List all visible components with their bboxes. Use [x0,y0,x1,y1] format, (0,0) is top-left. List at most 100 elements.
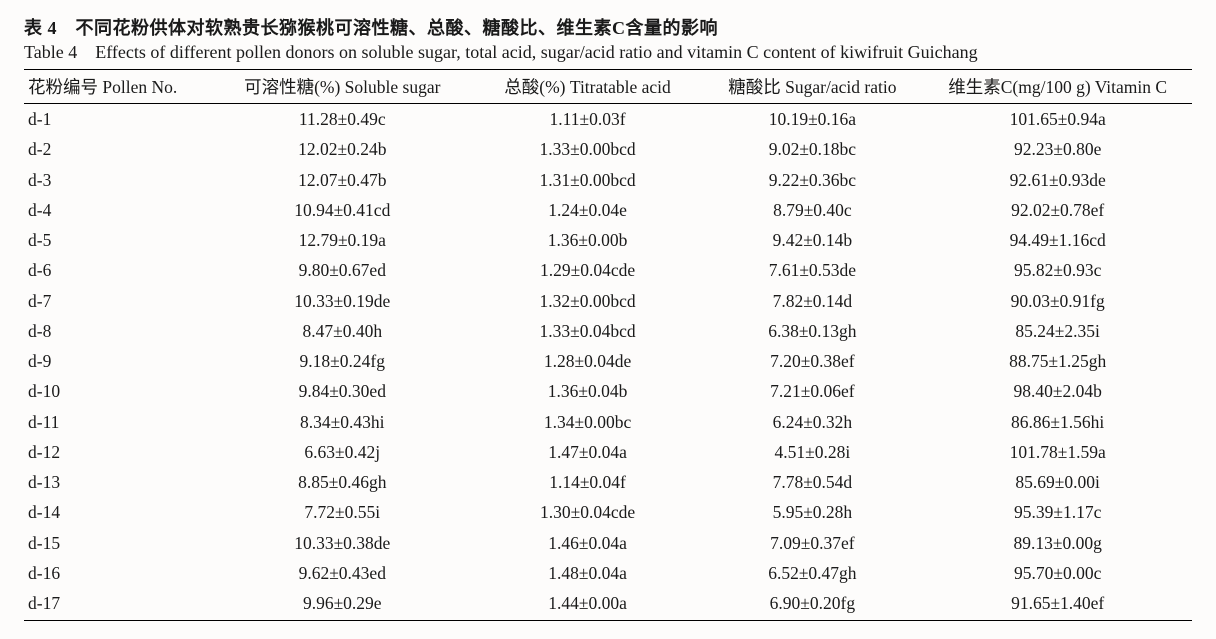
cell: 5.95±0.28h [701,497,923,527]
cell: d-11 [24,407,211,437]
caption-zh-label: 表 4 [24,18,57,38]
cell: d-8 [24,316,211,346]
cell: 92.02±0.78ef [923,195,1192,225]
cell: 91.65±1.40ef [923,588,1192,621]
cell: d-16 [24,558,211,588]
cell: 10.94±0.41cd [211,195,474,225]
table-row: d-1510.33±0.38de1.46±0.04a7.09±0.37ef89.… [24,528,1192,558]
header-row: 花粉编号 Pollen No. 可溶性糖(%) Soluble sugar 总酸… [24,70,1192,104]
cell: 10.19±0.16a [701,104,923,135]
caption-en: Table 4 Effects of different pollen dono… [24,42,1192,63]
cell: 90.03±0.91fg [923,286,1192,316]
cell: 11.28±0.49c [211,104,474,135]
caption-zh-text: 不同花粉供体对软熟贵长猕猴桃可溶性糖、总酸、糖酸比、维生素C含量的影响 [76,18,719,38]
cell: 1.31±0.00bcd [474,165,702,195]
cell: 1.14±0.04f [474,467,702,497]
cell: d-1 [24,104,211,135]
cell: 6.52±0.47gh [701,558,923,588]
cell: d-7 [24,286,211,316]
cell: 7.09±0.37ef [701,528,923,558]
cell: 9.02±0.18bc [701,134,923,164]
cell: 9.62±0.43ed [211,558,474,588]
cell: 7.20±0.38ef [701,346,923,376]
cell: 89.13±0.00g [923,528,1192,558]
cell: 9.22±0.36bc [701,165,923,195]
table-row: d-179.96±0.29e1.44±0.00a6.90±0.20fg91.65… [24,588,1192,621]
table-row: d-109.84±0.30ed1.36±0.04b7.21±0.06ef98.4… [24,376,1192,406]
cell: 1.44±0.00a [474,588,702,621]
cell: 88.75±1.25gh [923,346,1192,376]
cell: 10.33±0.19de [211,286,474,316]
cell: 7.72±0.55i [211,497,474,527]
table-row: d-410.94±0.41cd1.24±0.04e8.79±0.40c92.02… [24,195,1192,225]
cell: 6.63±0.42j [211,437,474,467]
col-header-vitaminc: 维生素C(mg/100 g) Vitamin C [923,70,1192,104]
cell: 12.07±0.47b [211,165,474,195]
col-header-sugar: 可溶性糖(%) Soluble sugar [211,70,474,104]
cell: d-17 [24,588,211,621]
cell: 1.30±0.04cde [474,497,702,527]
cell: d-5 [24,225,211,255]
caption-en-label: Table 4 [24,42,77,62]
cell: 1.24±0.04e [474,195,702,225]
cell: 86.86±1.56hi [923,407,1192,437]
cell: 85.24±2.35i [923,316,1192,346]
cell: 1.34±0.00bc [474,407,702,437]
cell: 6.90±0.20fg [701,588,923,621]
cell: 1.28±0.04de [474,346,702,376]
data-table: 花粉编号 Pollen No. 可溶性糖(%) Soluble sugar 总酸… [24,69,1192,621]
caption-en-text: Effects of different pollen donors on so… [95,42,977,62]
table-row: d-147.72±0.55i1.30±0.04cde5.95±0.28h95.3… [24,497,1192,527]
cell: d-4 [24,195,211,225]
cell: 92.61±0.93de [923,165,1192,195]
cell: 7.82±0.14d [701,286,923,316]
cell: d-10 [24,376,211,406]
table-row: d-512.79±0.19a1.36±0.00b9.42±0.14b94.49±… [24,225,1192,255]
table-row: d-169.62±0.43ed1.48±0.04a6.52±0.47gh95.7… [24,558,1192,588]
table-head: 花粉编号 Pollen No. 可溶性糖(%) Soluble sugar 总酸… [24,70,1192,104]
table-row: d-312.07±0.47b1.31±0.00bcd9.22±0.36bc92.… [24,165,1192,195]
cell: d-15 [24,528,211,558]
cell: 98.40±2.04b [923,376,1192,406]
table-body: d-111.28±0.49c1.11±0.03f10.19±0.16a101.6… [24,104,1192,621]
table-row: d-99.18±0.24fg1.28±0.04de7.20±0.38ef88.7… [24,346,1192,376]
table-row: d-138.85±0.46gh1.14±0.04f7.78±0.54d85.69… [24,467,1192,497]
cell: 9.80±0.67ed [211,255,474,285]
cell: 9.18±0.24fg [211,346,474,376]
cell: 1.11±0.03f [474,104,702,135]
cell: 92.23±0.80e [923,134,1192,164]
cell: 7.78±0.54d [701,467,923,497]
table-row: d-212.02±0.24b1.33±0.00bcd9.02±0.18bc92.… [24,134,1192,164]
cell: d-9 [24,346,211,376]
cell: 1.36±0.04b [474,376,702,406]
table-row: d-126.63±0.42j1.47±0.04a4.51±0.28i101.78… [24,437,1192,467]
cell: 95.82±0.93c [923,255,1192,285]
table-row: d-69.80±0.67ed1.29±0.04cde7.61±0.53de95.… [24,255,1192,285]
cell: d-13 [24,467,211,497]
cell: 95.39±1.17c [923,497,1192,527]
cell: 12.02±0.24b [211,134,474,164]
cell: 1.47±0.04a [474,437,702,467]
cell: d-12 [24,437,211,467]
cell: 8.34±0.43hi [211,407,474,437]
table-row: d-710.33±0.19de1.32±0.00bcd7.82±0.14d90.… [24,286,1192,316]
cell: 8.47±0.40h [211,316,474,346]
cell: 6.38±0.13gh [701,316,923,346]
col-header-pollen: 花粉编号 Pollen No. [24,70,211,104]
col-header-ratio: 糖酸比 Sugar/acid ratio [701,70,923,104]
cell: 4.51±0.28i [701,437,923,467]
cell: 8.79±0.40c [701,195,923,225]
cell: 85.69±0.00i [923,467,1192,497]
cell: 94.49±1.16cd [923,225,1192,255]
cell: 1.29±0.04cde [474,255,702,285]
caption-zh: 表 4 不同花粉供体对软熟贵长猕猴桃可溶性糖、总酸、糖酸比、维生素C含量的影响 [24,14,1192,40]
cell: 7.61±0.53de [701,255,923,285]
cell: 9.42±0.14b [701,225,923,255]
table-figure: 表 4 不同花粉供体对软熟贵长猕猴桃可溶性糖、总酸、糖酸比、维生素C含量的影响 … [0,0,1216,639]
cell: 1.32±0.00bcd [474,286,702,316]
cell: 8.85±0.46gh [211,467,474,497]
cell: 12.79±0.19a [211,225,474,255]
cell: d-14 [24,497,211,527]
cell: d-3 [24,165,211,195]
cell: 9.84±0.30ed [211,376,474,406]
